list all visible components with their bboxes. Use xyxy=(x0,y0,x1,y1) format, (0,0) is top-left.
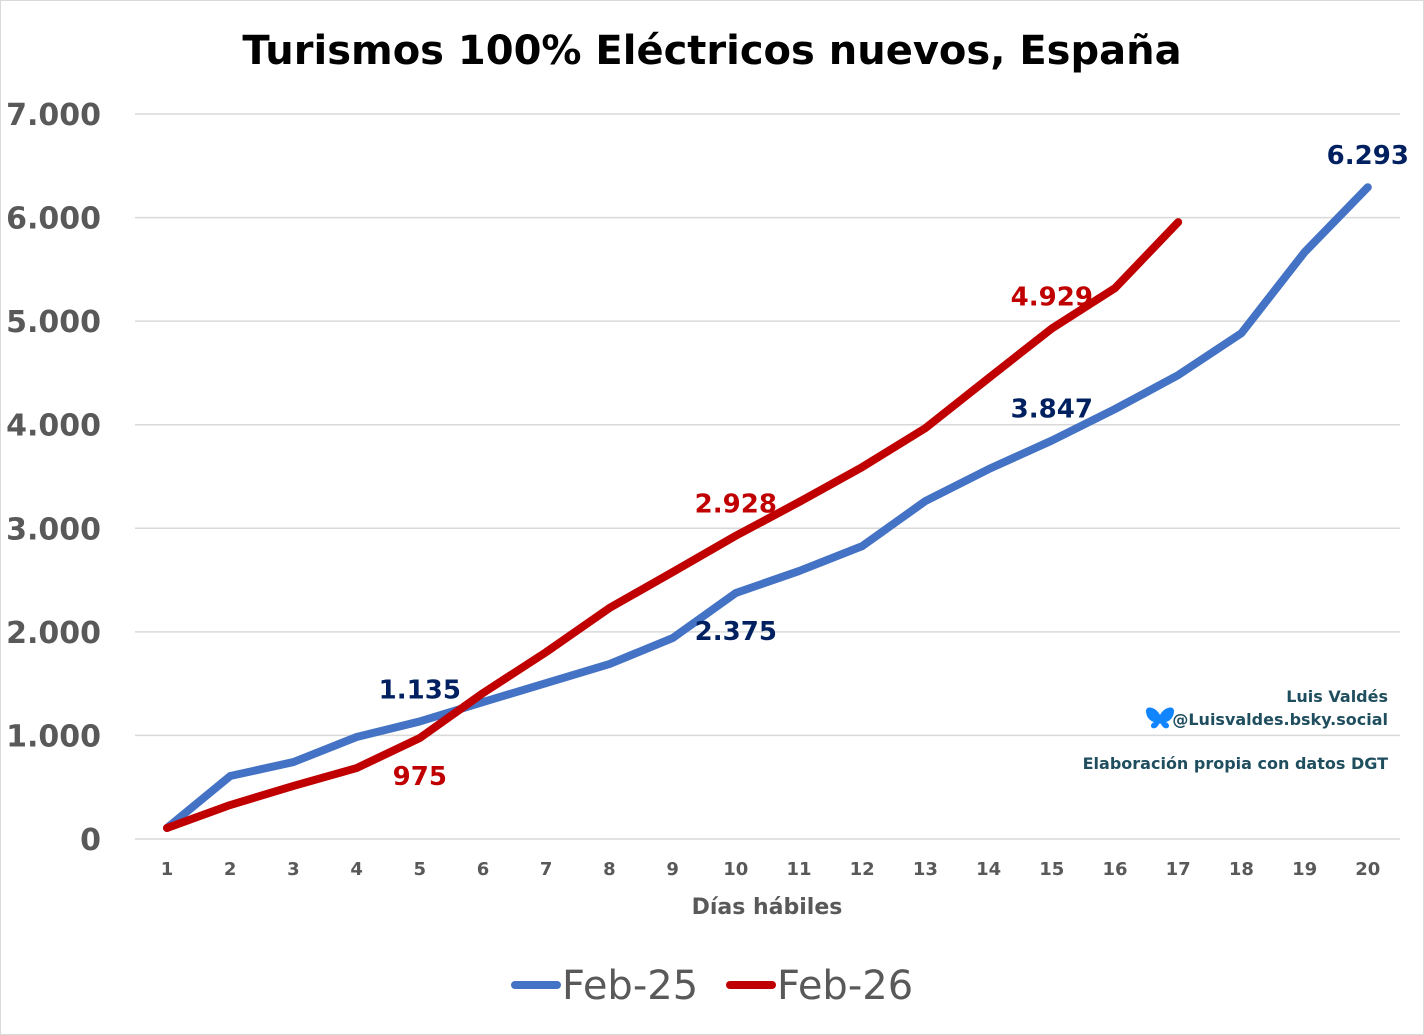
x-tick-label: 3 xyxy=(287,859,300,880)
gridlines xyxy=(135,113,1400,840)
x-tick-label: 5 xyxy=(414,859,427,880)
x-tick-label: 19 xyxy=(1292,859,1317,880)
legend-item-Feb-25: Feb-25 xyxy=(511,963,698,1009)
series-lines xyxy=(163,183,1372,833)
x-tick-label: 12 xyxy=(850,859,875,880)
legend-label: Feb-26 xyxy=(777,963,913,1009)
legend: Feb-25 Feb-26 xyxy=(511,963,913,1009)
butterfly-icon xyxy=(1146,707,1174,729)
data-label: 2.928 xyxy=(695,490,777,520)
x-tick-label: 1 xyxy=(161,859,174,880)
x-tick-label: 15 xyxy=(1039,859,1064,880)
x-tick-label: 13 xyxy=(913,859,938,880)
x-tick-label: 9 xyxy=(666,859,679,880)
y-tick-label: 0 xyxy=(80,823,101,858)
x-tick-label: 2 xyxy=(224,859,237,880)
series-line-Feb-25 xyxy=(163,183,1372,833)
x-axis-label: Días hábiles xyxy=(692,895,843,920)
data-label: 1.135 xyxy=(379,675,461,705)
x-tick-label: 10 xyxy=(723,859,748,880)
legend-label: Feb-25 xyxy=(562,963,698,1009)
chart-title: Turismos 100% Eléctricos nuevos, España xyxy=(242,28,1181,74)
y-tick-label: 4.000 xyxy=(6,409,101,444)
x-tick-label: 11 xyxy=(786,859,811,880)
data-labels: 1.135 2.375 3.847 6.293 975 2.928 4.929 xyxy=(379,141,1409,792)
x-tick-label: 4 xyxy=(350,859,363,880)
data-label: 975 xyxy=(393,762,447,792)
credit-source: Elaboración propia con datos DGT xyxy=(1083,754,1388,773)
y-tick-label: 1.000 xyxy=(6,719,101,754)
y-tick-label: 6.000 xyxy=(6,202,101,237)
x-tick-label: 14 xyxy=(976,859,1001,880)
data-label: 6.293 xyxy=(1327,141,1409,171)
series-line-Feb-26 xyxy=(163,218,1183,833)
y-tick-label: 5.000 xyxy=(6,305,101,340)
legend-item-Feb-26: Feb-26 xyxy=(726,963,913,1009)
y-tick-label: 3.000 xyxy=(6,512,101,547)
x-tick-label: 18 xyxy=(1229,859,1254,880)
y-tick-label: 7.000 xyxy=(6,98,101,133)
y-tick-label: 2.000 xyxy=(6,616,101,651)
credits: Luis Valdés @Luisvaldes.bsky.social Elab… xyxy=(1083,687,1388,773)
x-tick-label: 20 xyxy=(1355,859,1380,880)
x-tick-label: 8 xyxy=(603,859,616,880)
data-label: 3.847 xyxy=(1011,395,1093,425)
x-tick-label: 16 xyxy=(1102,859,1127,880)
data-label: 2.375 xyxy=(695,617,777,647)
x-tick-label: 7 xyxy=(540,859,553,880)
credit-handle: @Luisvaldes.bsky.social xyxy=(1172,710,1388,729)
data-label: 4.929 xyxy=(1011,282,1093,312)
y-axis-ticks: 0 1.000 2.000 3.000 4.000 5.000 6.000 7.000 xyxy=(6,98,101,858)
credit-author: Luis Valdés xyxy=(1286,687,1388,706)
x-axis-ticks: 1 2 3 4 5 6 7 8 9 10 11 12 13 14 15 16 17 18 19 20 xyxy=(161,859,1381,880)
x-tick-label: 17 xyxy=(1166,859,1191,880)
x-tick-label: 6 xyxy=(477,859,490,880)
